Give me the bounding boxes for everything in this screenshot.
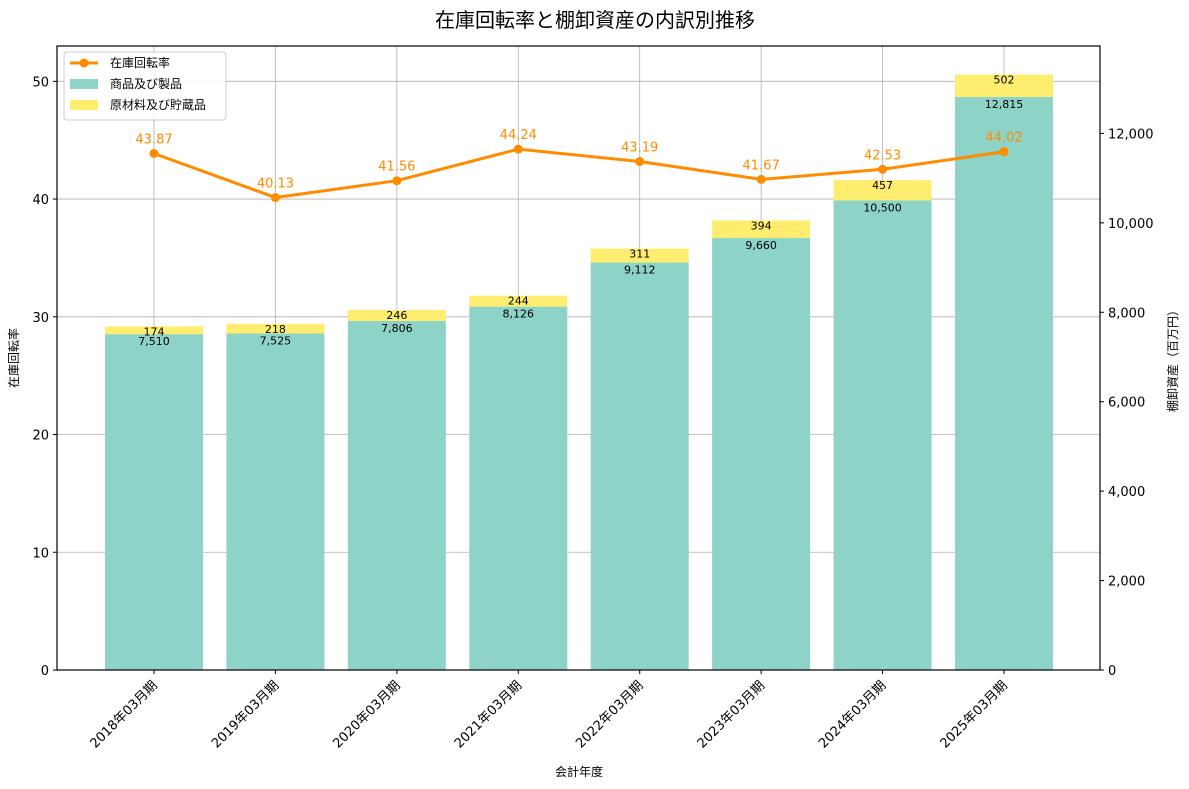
bar-products bbox=[347, 320, 446, 670]
bar-label-products: 9,112 bbox=[624, 264, 656, 277]
turnover-marker bbox=[270, 193, 280, 203]
bar-products bbox=[712, 238, 811, 671]
right-tick-label: 2,000 bbox=[1108, 575, 1145, 590]
turnover-line-series: 43.87 40.13 41.56 44.24 43.19 41.67 42.53 44.02 bbox=[135, 128, 1023, 203]
grid-lines bbox=[57, 46, 1100, 671]
right-tick-label: 10,000 bbox=[1108, 217, 1154, 232]
bar-materials bbox=[833, 180, 932, 201]
bar-products bbox=[469, 306, 568, 670]
left-tick-label: 20 bbox=[32, 429, 49, 444]
bar-materials bbox=[712, 220, 811, 239]
turnover-line bbox=[153, 147, 1005, 200]
bar-label-materials: 502 bbox=[994, 74, 1015, 87]
turnover-marker bbox=[999, 147, 1009, 157]
x-tick-label: 2018年03月期 bbox=[88, 678, 161, 751]
chart-title: 在庫回転率と棚卸資産の内訳別推移 bbox=[435, 8, 755, 32]
left-y-axis: 0 10 20 30 40 50 bbox=[32, 75, 57, 679]
bar-label-products: 7,525 bbox=[260, 335, 292, 348]
x-tick-label: 2021年03月期 bbox=[452, 678, 525, 751]
left-tick-label: 10 bbox=[32, 546, 49, 561]
bar-series bbox=[105, 74, 1053, 671]
turnover-marker bbox=[635, 156, 645, 166]
bar-label-materials: 174 bbox=[144, 325, 165, 338]
bar-materials bbox=[347, 309, 446, 321]
right-axis-label: 棚卸資産（百万円） bbox=[1165, 304, 1180, 412]
legend-marker-icon bbox=[79, 58, 89, 68]
x-tick-label: 2022年03月期 bbox=[573, 678, 646, 751]
bar-label-products: 12,815 bbox=[985, 98, 1024, 111]
bar-label-products: 7,806 bbox=[381, 322, 413, 335]
turnover-value-label: 43.19 bbox=[621, 140, 658, 155]
bar-materials bbox=[469, 295, 568, 307]
bar-label-products: 8,126 bbox=[503, 308, 535, 321]
right-tick-label: 4,000 bbox=[1108, 485, 1145, 500]
bar-products bbox=[226, 333, 325, 670]
bar-label-materials: 457 bbox=[872, 179, 893, 192]
turnover-value-label: 44.02 bbox=[985, 131, 1022, 146]
turnover-value-label: 43.87 bbox=[135, 132, 172, 147]
bar-materials bbox=[590, 248, 689, 263]
turnover-value-label: 41.56 bbox=[378, 160, 415, 175]
left-tick-label: 40 bbox=[32, 193, 49, 208]
right-tick-label: 0 bbox=[1108, 664, 1116, 679]
bar-label-products: 7,510 bbox=[138, 335, 170, 348]
right-tick-label: 8,000 bbox=[1108, 306, 1145, 321]
x-axis: 2018年03月期 2019年03月期 2020年03月期 2021年03月期 2022… bbox=[88, 670, 1011, 752]
bar-materials bbox=[226, 323, 325, 334]
x-tick-label: 2020年03月期 bbox=[330, 678, 403, 751]
x-tick-label: 2019年03月期 bbox=[209, 678, 282, 751]
x-tick-label: 2023年03月期 bbox=[695, 678, 768, 751]
legend-box bbox=[63, 51, 227, 121]
turnover-value-label: 44.24 bbox=[500, 128, 537, 143]
bar-materials bbox=[105, 326, 203, 335]
turnover-value-label: 40.13 bbox=[257, 177, 294, 192]
legend-label-materials: 原材料及び貯蔵品 bbox=[110, 98, 206, 112]
bar-products bbox=[105, 334, 203, 670]
turnover-marker bbox=[756, 174, 766, 184]
bar-products bbox=[955, 96, 1053, 670]
x-tick-label: 2024年03月期 bbox=[816, 678, 889, 751]
x-axis-label: 会計年度 bbox=[555, 764, 603, 779]
legend-swatch-products bbox=[70, 79, 98, 89]
bar-products bbox=[590, 262, 689, 670]
left-axis-label: 在庫回転率 bbox=[6, 328, 21, 388]
x-tick-label: 2025年03月期 bbox=[938, 678, 1011, 751]
bar-label-materials: 394 bbox=[751, 219, 772, 232]
left-tick-label: 30 bbox=[32, 311, 49, 326]
turnover-value-label: 42.53 bbox=[864, 148, 901, 163]
legend-label-turnover: 在庫回転率 bbox=[110, 55, 170, 70]
bar-label-products: 10,500 bbox=[863, 201, 902, 214]
right-tick-label: 6,000 bbox=[1108, 396, 1145, 411]
bar-label-products: 9,660 bbox=[745, 239, 777, 252]
bar-label-materials: 246 bbox=[386, 309, 407, 322]
bar-label-materials: 218 bbox=[265, 323, 286, 336]
legend-swatch-materials bbox=[70, 100, 98, 110]
legend-label-products: 商品及び製品 bbox=[110, 76, 182, 91]
turnover-marker bbox=[392, 176, 402, 186]
bar-products bbox=[833, 200, 932, 671]
legend: 在庫回転率 商品及び製品 原材料及び貯蔵品 bbox=[63, 51, 227, 121]
turnover-marker bbox=[513, 144, 523, 154]
bar-label-materials: 311 bbox=[629, 248, 650, 261]
turnover-value-label: 41.67 bbox=[743, 158, 780, 173]
turnover-marker bbox=[878, 164, 888, 174]
bar-label-materials: 244 bbox=[508, 295, 529, 308]
right-y-axis: 0 2,000 4,000 6,000 8,000 10,000 12,000 bbox=[1100, 127, 1154, 679]
turnover-marker bbox=[149, 148, 159, 158]
left-tick-label: 50 bbox=[32, 75, 49, 90]
bar-materials bbox=[955, 74, 1053, 97]
right-tick-label: 12,000 bbox=[1108, 127, 1154, 142]
left-tick-label: 0 bbox=[41, 664, 49, 679]
plot-frame bbox=[56, 45, 1101, 671]
